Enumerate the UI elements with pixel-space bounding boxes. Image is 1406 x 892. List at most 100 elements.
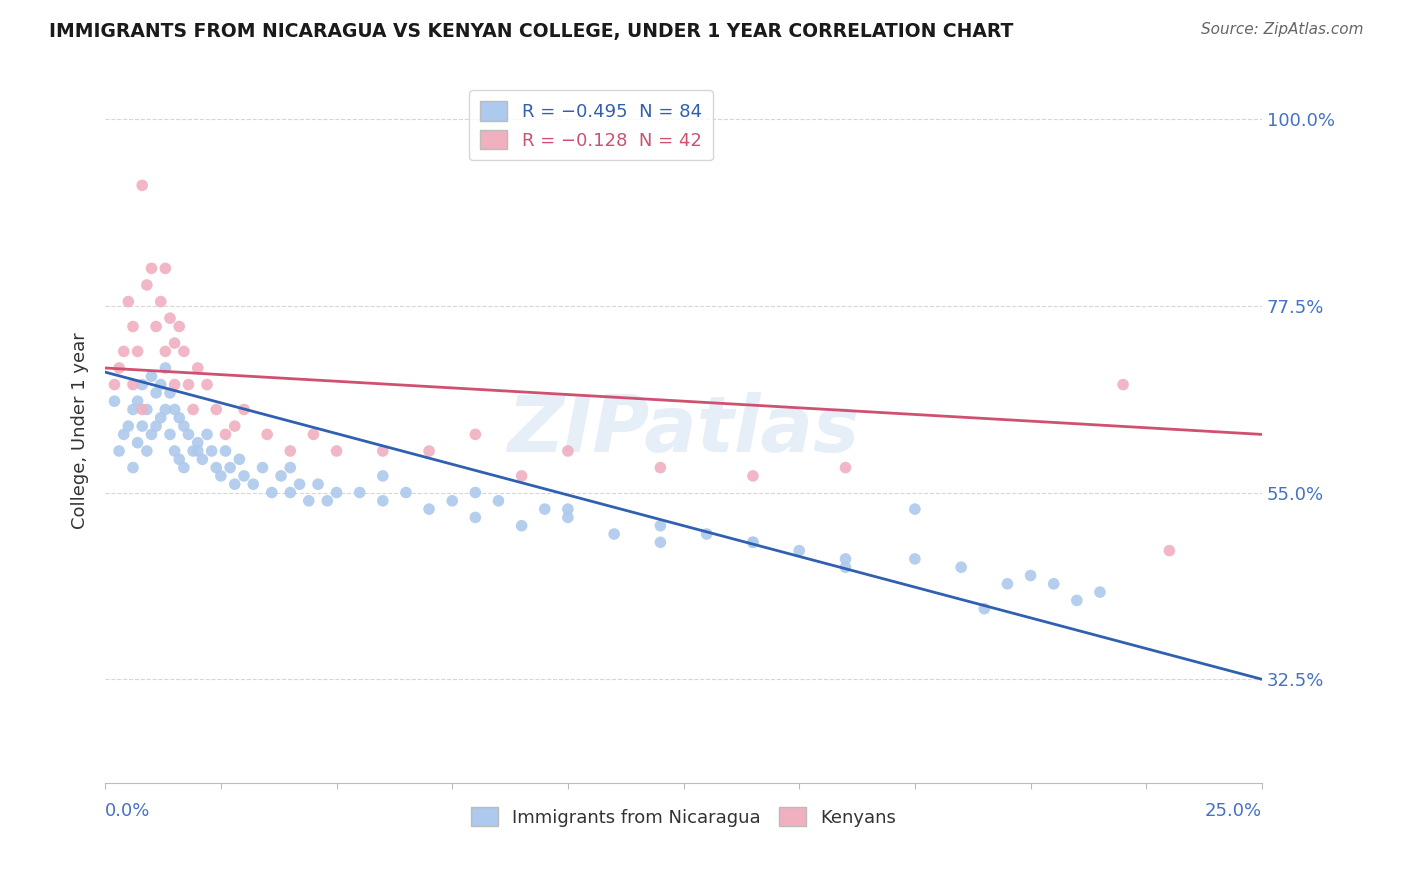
Point xyxy=(441,493,464,508)
Point xyxy=(349,485,371,500)
Point xyxy=(298,493,321,508)
Point xyxy=(650,518,672,533)
Point xyxy=(278,485,301,500)
Point xyxy=(103,394,125,409)
Point xyxy=(181,444,204,458)
Point xyxy=(997,577,1019,591)
Point xyxy=(224,419,246,434)
Point xyxy=(395,485,418,500)
Text: 0.0%: 0.0% xyxy=(105,802,150,821)
Point xyxy=(181,402,204,417)
Point xyxy=(242,477,264,491)
Point xyxy=(557,510,579,524)
Point xyxy=(117,294,139,309)
Point xyxy=(127,394,149,409)
Point xyxy=(696,527,718,541)
Point xyxy=(834,460,856,475)
Point xyxy=(141,261,163,276)
Point xyxy=(1088,585,1111,599)
Point xyxy=(214,427,236,442)
Point xyxy=(742,535,765,549)
Point xyxy=(149,410,172,425)
Point xyxy=(904,502,927,516)
Point xyxy=(112,344,135,359)
Point xyxy=(201,444,224,458)
Point xyxy=(1112,377,1135,392)
Point xyxy=(195,427,218,442)
Point xyxy=(510,518,533,533)
Point xyxy=(302,427,325,442)
Point xyxy=(418,444,440,458)
Point xyxy=(173,344,195,359)
Point xyxy=(135,402,157,417)
Point xyxy=(278,460,301,475)
Point xyxy=(278,444,301,458)
Point xyxy=(163,336,186,351)
Point xyxy=(155,361,177,376)
Point xyxy=(177,427,200,442)
Point xyxy=(149,294,172,309)
Point xyxy=(1159,543,1181,558)
Point xyxy=(145,319,167,334)
Point xyxy=(122,402,145,417)
Point xyxy=(787,543,810,558)
Point xyxy=(167,452,190,467)
Point xyxy=(834,560,856,574)
Text: IMMIGRANTS FROM NICARAGUA VS KENYAN COLLEGE, UNDER 1 YEAR CORRELATION CHART: IMMIGRANTS FROM NICARAGUA VS KENYAN COLL… xyxy=(49,22,1014,41)
Point xyxy=(904,552,927,566)
Point xyxy=(650,460,672,475)
Text: 25.0%: 25.0% xyxy=(1205,802,1263,821)
Point xyxy=(650,535,672,549)
Point xyxy=(187,444,209,458)
Point xyxy=(371,493,394,508)
Point xyxy=(1019,568,1042,582)
Point xyxy=(224,477,246,491)
Text: Source: ZipAtlas.com: Source: ZipAtlas.com xyxy=(1201,22,1364,37)
Point xyxy=(167,319,190,334)
Point xyxy=(127,344,149,359)
Point xyxy=(557,444,579,458)
Point xyxy=(173,419,195,434)
Point xyxy=(316,493,339,508)
Point xyxy=(155,344,177,359)
Point xyxy=(950,560,973,574)
Point xyxy=(371,444,394,458)
Point xyxy=(195,377,218,392)
Point xyxy=(122,377,145,392)
Point xyxy=(464,427,486,442)
Point xyxy=(834,552,856,566)
Point xyxy=(187,435,209,450)
Point xyxy=(191,452,214,467)
Point xyxy=(122,319,145,334)
Point xyxy=(122,460,145,475)
Point xyxy=(205,402,228,417)
Point xyxy=(131,178,153,193)
Legend: Immigrants from Nicaragua, Kenyans: Immigrants from Nicaragua, Kenyans xyxy=(464,800,904,834)
Point xyxy=(325,444,347,458)
Point xyxy=(173,460,195,475)
Point xyxy=(135,277,157,292)
Point xyxy=(112,427,135,442)
Point xyxy=(117,419,139,434)
Point xyxy=(325,485,347,500)
Point xyxy=(187,361,209,376)
Point xyxy=(418,502,440,516)
Point xyxy=(1066,593,1088,607)
Point xyxy=(1042,577,1064,591)
Point xyxy=(131,419,153,434)
Point xyxy=(135,444,157,458)
Point xyxy=(307,477,329,491)
Point xyxy=(464,510,486,524)
Point xyxy=(228,452,250,467)
Point xyxy=(464,485,486,500)
Point xyxy=(533,502,555,516)
Point xyxy=(488,493,510,508)
Point xyxy=(603,527,626,541)
Point xyxy=(233,402,256,417)
Point xyxy=(167,410,190,425)
Point xyxy=(742,469,765,483)
Point xyxy=(163,402,186,417)
Point xyxy=(163,444,186,458)
Point xyxy=(233,469,256,483)
Point xyxy=(141,369,163,384)
